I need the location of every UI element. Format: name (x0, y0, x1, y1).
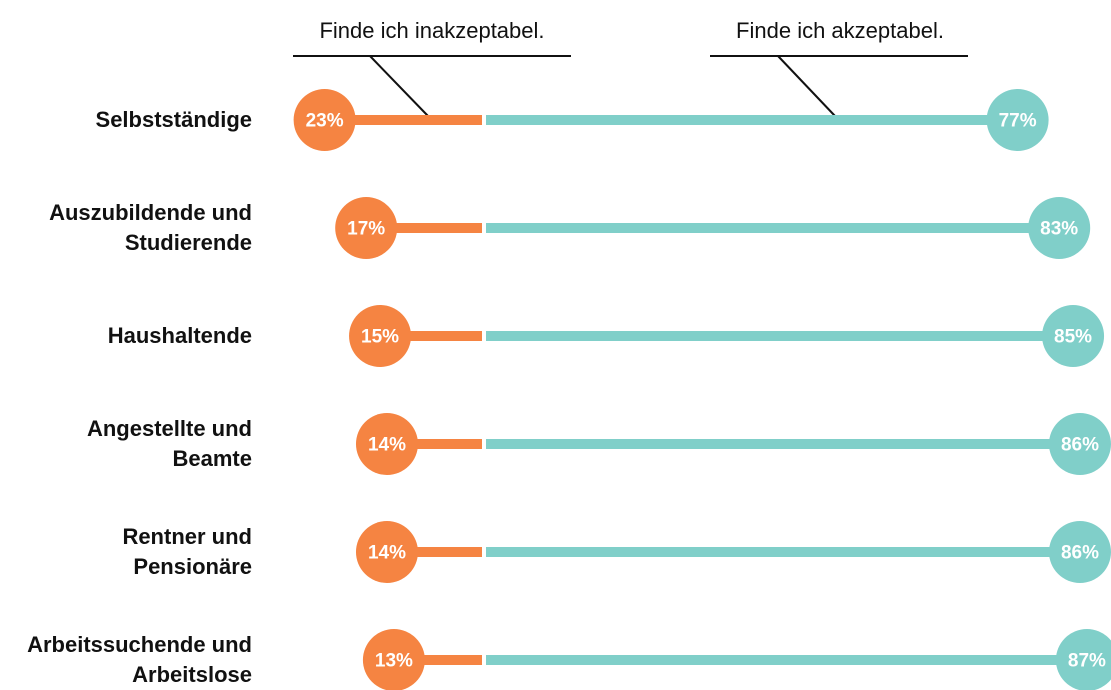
value-label: 86% (1061, 435, 1099, 456)
dot (1042, 305, 1105, 367)
dot (355, 413, 418, 475)
value-label: 23% (306, 111, 344, 132)
value-label: 77% (999, 111, 1037, 132)
category-label: Selbstständige (95, 107, 252, 132)
value-label: 14% (368, 543, 406, 564)
value-label: 14% (368, 435, 406, 456)
value-label: 83% (1040, 219, 1078, 240)
dot (1048, 521, 1111, 583)
dot (335, 197, 398, 259)
category-label: Angestellte und Beamte (86, 416, 252, 471)
dot (1055, 629, 1111, 690)
dot (1048, 413, 1111, 475)
value-label: 86% (1061, 543, 1099, 564)
category-label: Arbeitssuchende und Arbeitslose (27, 632, 252, 687)
dot (355, 521, 418, 583)
dot (293, 89, 356, 151)
value-label: 17% (347, 219, 385, 240)
value-label: 15% (361, 327, 399, 348)
category-label: Rentner und Pensionäre (122, 524, 252, 579)
legend-label: Finde ich akzeptabel. (736, 18, 944, 43)
dot (986, 89, 1049, 151)
category-label: Haushaltende (107, 323, 252, 348)
value-label: 87% (1068, 651, 1106, 672)
dot (1028, 197, 1091, 259)
value-label: 13% (375, 651, 413, 672)
legend-label: Finde ich inakzeptabel. (319, 18, 544, 43)
dot (349, 305, 412, 367)
value-label: 85% (1054, 327, 1092, 348)
legend-pointer (369, 55, 429, 117)
dot (362, 629, 425, 690)
category-label: Auszubildende und Studierende (49, 200, 252, 255)
legend-pointer (777, 55, 836, 117)
